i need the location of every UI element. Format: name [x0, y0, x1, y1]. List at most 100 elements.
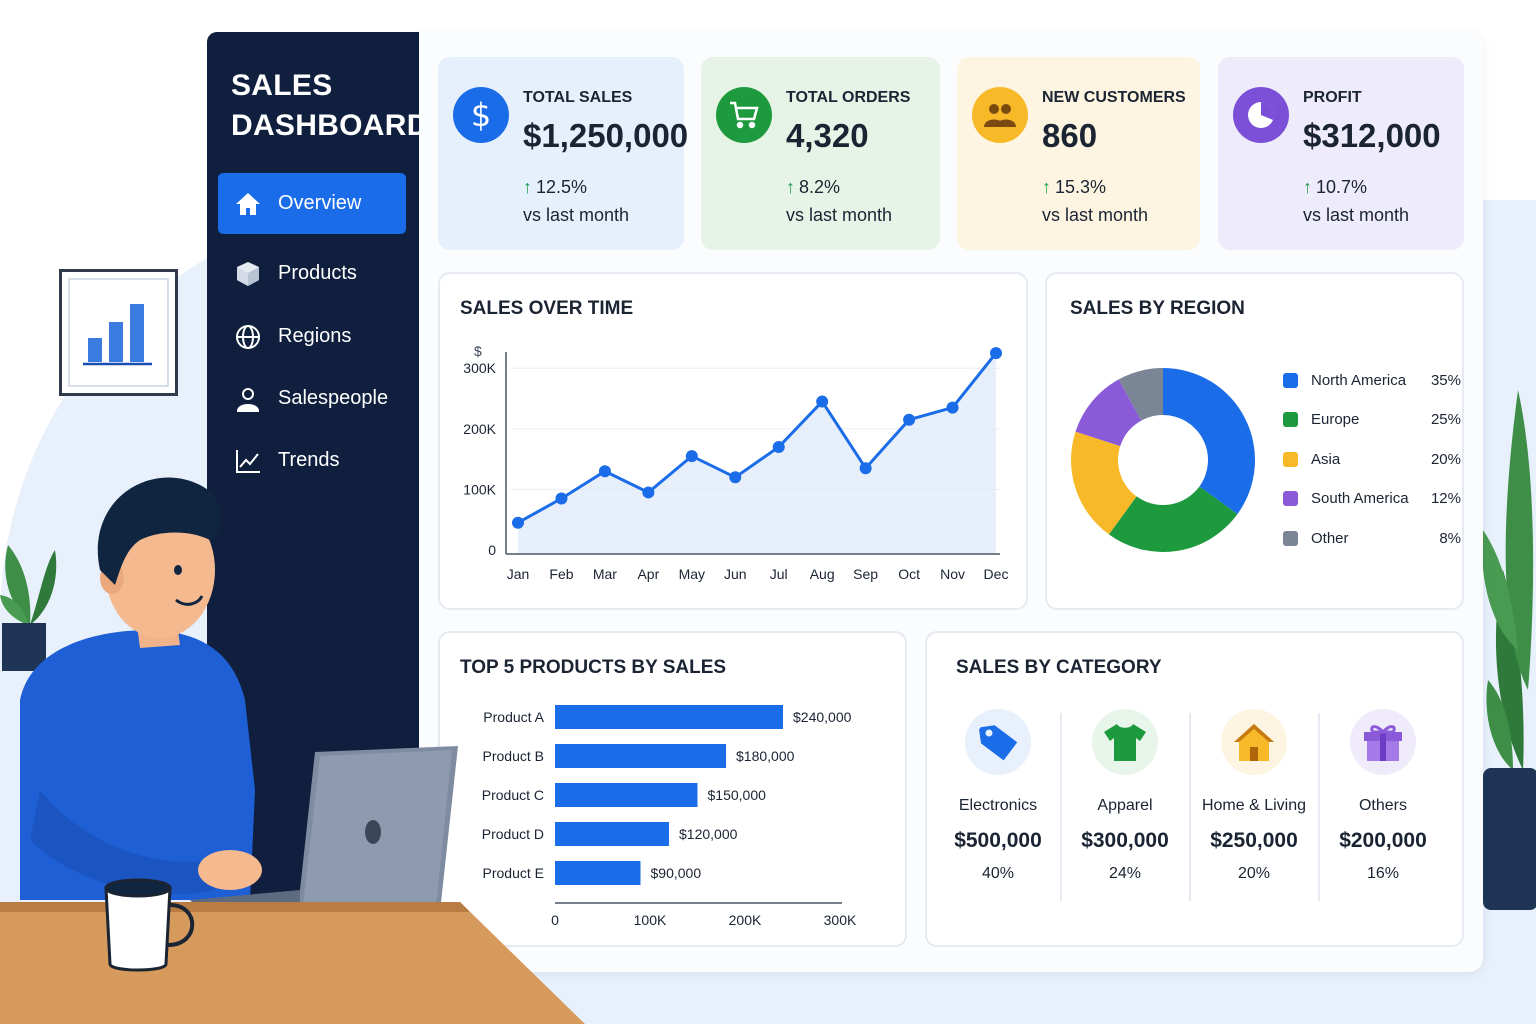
kpi-change: ↑ 15.3% — [1042, 177, 1106, 198]
series-line — [517, 352, 998, 525]
card-title: SALES OVER TIME — [460, 298, 634, 319]
bar — [555, 822, 669, 846]
data-point — [859, 462, 872, 475]
kpi-change-value: 8.2% — [799, 177, 841, 197]
up-arrow-icon: ↑ — [786, 177, 795, 197]
sales-by-category-card: SALES BY CATEGORY Electronics $500,000 4… — [925, 631, 1464, 947]
up-arrow-icon: ↑ — [1042, 177, 1051, 197]
legend-label: South America — [1311, 490, 1409, 507]
data-point — [946, 401, 959, 414]
category-name: Home & Living — [1201, 797, 1307, 814]
bar — [555, 861, 641, 885]
card-title: SALES BY CATEGORY — [956, 657, 1162, 678]
kpi-value: $312,000 — [1303, 117, 1441, 154]
legend-label: Other — [1311, 529, 1349, 547]
legend-percent: 35% — [1430, 371, 1461, 389]
category-apparel[interactable]: Apparel $300,000 24% — [1061, 709, 1189, 899]
sales-over-time-card: SALES OVER TIME 0 100K 200K 300K $ Jan Feb Mar A… — [438, 272, 1028, 610]
dashboard-title: SALES DASHBOARD — [231, 69, 429, 142]
category-value: $200,000 — [1339, 829, 1427, 852]
kpi-change: ↑ 12.5% — [523, 177, 587, 198]
bar-value-label: $240,000 — [793, 709, 852, 725]
category-name: Apparel — [1097, 797, 1153, 814]
legend-swatch — [1283, 372, 1298, 388]
bar — [555, 705, 783, 729]
x-tick-label: Dec — [984, 566, 1009, 582]
kpi-change: ↑ 10.7% — [1303, 177, 1367, 198]
users-icon — [972, 87, 1028, 143]
bar — [555, 744, 726, 768]
category-name: Others — [1358, 797, 1407, 814]
gift-icon — [1350, 709, 1416, 775]
legend-swatch — [1283, 530, 1298, 546]
sidebar-item-overview[interactable]: Overview — [218, 173, 406, 234]
plant-left-illustration — [0, 545, 57, 671]
kpi-subtitle: vs last month — [1303, 205, 1410, 225]
cart-icon — [716, 87, 772, 143]
donut-slice — [1118, 368, 1163, 421]
person-icon — [234, 385, 262, 413]
category-divider — [1189, 713, 1191, 901]
bar-category-label: Product D — [482, 826, 544, 842]
sidebar-item-regions[interactable]: Regions — [218, 306, 406, 367]
bar-value-label: $90,000 — [651, 865, 702, 881]
y-tick-label: 300K — [463, 360, 496, 376]
sidebar-item-label: Regions — [278, 325, 352, 347]
category-others[interactable]: Others $200,000 16% — [1319, 709, 1447, 899]
category-home-living[interactable]: Home & Living $250,000 20% — [1190, 709, 1318, 899]
x-tick-label: 0 — [551, 912, 559, 928]
legend-item: South America 12% — [1283, 489, 1461, 509]
bar-chart-picture-icon — [83, 304, 152, 366]
sidebar-item-trends[interactable]: Trends — [218, 430, 406, 491]
up-arrow-icon: ↑ — [1303, 177, 1312, 197]
sidebar-item-salespeople[interactable]: Salespeople — [218, 368, 406, 429]
data-point — [903, 413, 916, 426]
house-icon — [1221, 709, 1287, 775]
legend-percent: 12% — [1430, 490, 1461, 507]
card-title: TOP 5 PRODUCTS BY SALES — [460, 657, 727, 678]
kpi-change-value: 15.3% — [1055, 177, 1107, 197]
category-divider — [1318, 713, 1320, 901]
data-point — [598, 465, 611, 478]
bar-category-label: Product A — [483, 709, 544, 725]
donut-slice — [1163, 368, 1255, 515]
tag-icon — [965, 709, 1031, 775]
x-tick-label: Nov — [940, 566, 965, 582]
top-products-card: TOP 5 PRODUCTS BY SALES Product A $240,00… — [438, 631, 907, 947]
data-point — [512, 516, 524, 529]
category-divider — [1060, 713, 1062, 901]
x-tick-label: May — [679, 566, 705, 582]
category-electronics[interactable]: Electronics $500,000 40% — [934, 709, 1062, 899]
sidebar-item-label: Trends — [278, 449, 340, 471]
area-fill — [518, 353, 996, 553]
category-percent: 24% — [1108, 865, 1142, 882]
legend-item: Asia 20% — [1283, 449, 1461, 469]
sidebar-item-products[interactable]: Products — [218, 243, 406, 304]
kpi-change: ↑ 8.2% — [786, 177, 840, 198]
y-tick-label: 100K — [463, 481, 496, 497]
kpi-value: $1,250,000 — [523, 117, 689, 154]
bar-category-label: Product C — [482, 787, 544, 803]
kpi-title: NEW CUSTOMERS — [1042, 89, 1186, 106]
up-arrow-icon: ↑ — [523, 177, 532, 197]
legend-label: Asia — [1311, 450, 1341, 468]
kpi-title: TOTAL ORDERS — [786, 89, 911, 106]
person-with-laptop-illustration — [0, 477, 585, 1024]
x-tick-label: 200K — [729, 912, 762, 928]
card-title: SALES BY REGION — [1070, 298, 1245, 319]
kpi-subtitle: vs last month — [786, 205, 893, 225]
legend-percent: 20% — [1430, 450, 1461, 468]
category-value: $500,000 — [954, 829, 1042, 852]
legend-percent: 8% — [1439, 529, 1461, 547]
kpi-value: 860 — [1042, 117, 1098, 154]
line-chart: 0 100K 200K 300K$ Jan Feb Mar Apr May Jun Jul Aug Se… — [463, 343, 1009, 582]
data-point — [729, 471, 742, 484]
bar-category-label: Product E — [483, 865, 544, 881]
y-axis-label: $ — [474, 343, 482, 359]
trend-icon — [234, 447, 262, 475]
sidebar-item-label: Salespeople — [278, 387, 389, 409]
bar-value-label: $150,000 — [708, 787, 767, 803]
sidebar-item-label: Products — [278, 262, 357, 284]
y-tick-label: 200K — [463, 421, 496, 437]
x-tick-label: 100K — [634, 912, 667, 928]
